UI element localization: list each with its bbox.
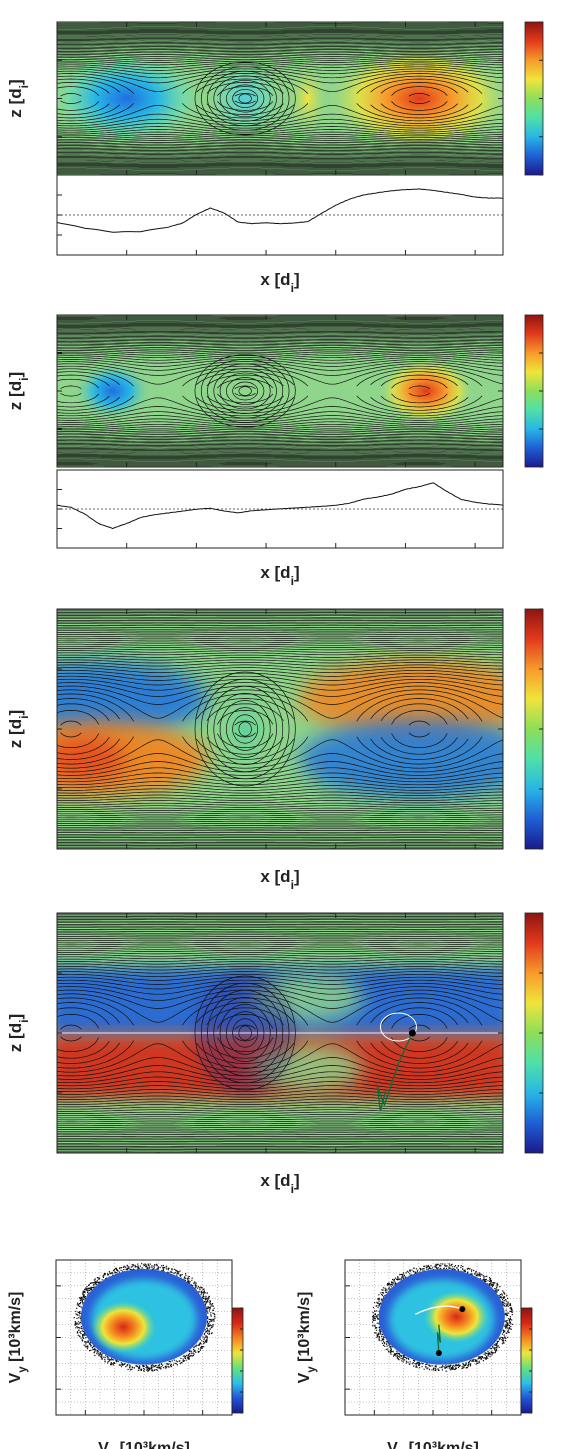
heatmap-field (57, 913, 503, 1153)
heatmap-field (57, 315, 503, 467)
by-positive-core (57, 737, 125, 781)
x-axis-label: x [di] (260, 1171, 299, 1196)
x-axis-label: Vx [10³km/s] (387, 1440, 479, 1449)
panel-e-right: Vx [10³km/s] Vy [10³km/s] (296, 1259, 533, 1449)
positive-flow-blob (324, 43, 503, 154)
magnetic-island (194, 61, 296, 136)
transition-blob (285, 58, 330, 139)
magnetic-island (194, 975, 296, 1091)
negative-stress-blob (72, 361, 153, 421)
trajectory-projection (415, 1305, 463, 1315)
by-negative-lower (299, 719, 503, 799)
probe-marker (408, 1029, 416, 1037)
island-blob (207, 669, 284, 789)
y-axis-label: z [di] (6, 372, 31, 410)
field-lines (57, 609, 503, 849)
positive-stress-blob (378, 357, 475, 425)
panel-c: z [di]x [di]By [nT] (6, 608, 544, 892)
distribution-peak (424, 1291, 489, 1343)
heatmap-field (57, 22, 503, 175)
y-axis-label: z [di] (6, 79, 31, 117)
particle-orbit (379, 1012, 417, 1042)
x-axis-label: x [di] (260, 270, 299, 295)
panel-e-left: Vx [10³km/s] Vy [10³km/s] (7, 1259, 244, 1449)
field-lines (57, 22, 503, 175)
cut-trace (56, 188, 504, 233)
panel-b: z [di]Pi,xy [nPa]x [di] (6, 314, 544, 588)
by-positive-upper (299, 659, 503, 739)
field-lines (57, 315, 503, 467)
cut-frame (56, 174, 504, 256)
y-axis-label: z [di] (6, 1014, 31, 1052)
trajectory-green (436, 1324, 441, 1354)
magnetic-island (194, 671, 296, 787)
distribution-peak (91, 1301, 156, 1353)
panel-a: z [di]Uix [10³km/s]x [di] (6, 21, 544, 295)
sample-point (435, 1350, 442, 1356)
y-axis-label: Vy [10³km/s] (7, 1292, 29, 1384)
y-axis-label: Vy [10³km/s] (296, 1292, 318, 1384)
x-axis-label: Vx [10³km/s] (98, 1440, 190, 1449)
colorbar (520, 1307, 533, 1414)
distribution-field (345, 1260, 521, 1415)
distribution-field (56, 1260, 232, 1415)
cut-trace (57, 482, 504, 530)
field-lines (57, 913, 503, 1153)
particle-trajectory (376, 1032, 413, 1112)
y-axis-label: z [di] (6, 710, 31, 748)
colorbar (231, 1307, 244, 1414)
x-axis-label: x [di] (260, 563, 299, 588)
sample-point (459, 1306, 466, 1313)
panel-d: z [di]x [di](E+VixB)z [mV/m] (6, 912, 544, 1196)
magnetic-island (194, 354, 296, 428)
heatmap-field (57, 609, 503, 849)
x-axis-label: x [di] (260, 867, 299, 892)
